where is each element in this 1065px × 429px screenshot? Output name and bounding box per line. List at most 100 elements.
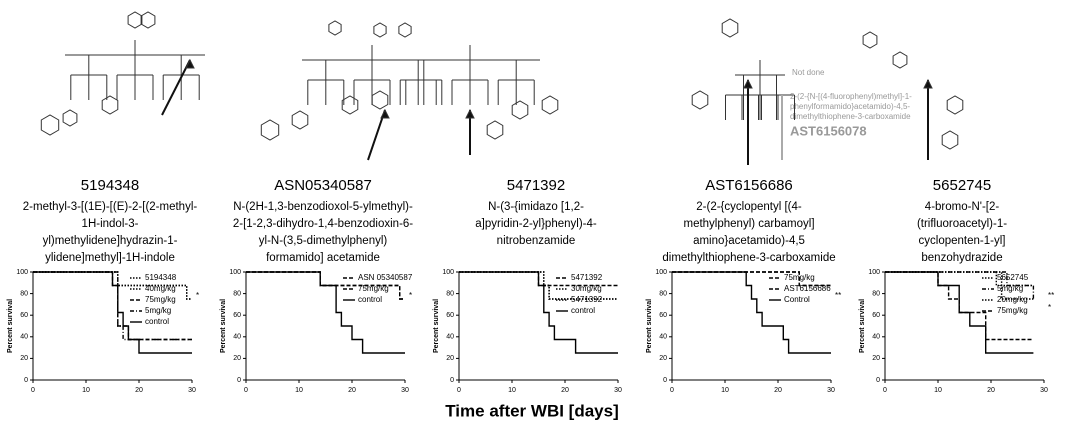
y-axis-title: Percent survival [7, 299, 14, 353]
compound-id: 5194348 [81, 177, 139, 194]
compound-name: yl-N-(3,5-dimethylphenyl) [259, 235, 388, 247]
survival-curve [33, 271, 192, 341]
arrow [161, 59, 191, 116]
arrow-head [923, 78, 933, 89]
not-tested-name: dimethylthiophene-3-carboxamide [790, 112, 911, 121]
y-tick-label: 0 [24, 377, 28, 384]
ring [892, 51, 908, 69]
y-tick-label: 0 [450, 377, 454, 384]
y-axis-title: Percent survival [646, 299, 653, 353]
y-tick-label: 80 [872, 290, 880, 297]
x-tick-label: 30 [1040, 387, 1048, 394]
compound-name: formamido] acetamide [266, 252, 380, 264]
arrow-head [185, 58, 195, 69]
y-tick-label: 40 [446, 334, 454, 341]
ring [101, 95, 119, 115]
x-tick-label: 20 [348, 387, 356, 394]
x-tick-label: 10 [508, 387, 516, 394]
y-tick-label: 40 [659, 334, 667, 341]
ring [691, 90, 709, 110]
arrow-head [380, 108, 390, 119]
survival-curve [885, 271, 1034, 354]
legend-label: control [571, 306, 595, 315]
compound-name: (trifluoroacetyl)-1- [917, 218, 1007, 230]
y-tick-label: 100 [16, 269, 28, 276]
y-axis-title: Percent survival [220, 299, 227, 353]
compound-name: N-(2H-1,3-benzodioxol-5-ylmethyl)- [233, 201, 413, 213]
structures [40, 11, 964, 165]
not-tested-name: phenylformamido}acetamido)-4,5- [790, 102, 910, 111]
ring [373, 22, 387, 38]
legend-label: 75mg/kg [145, 295, 176, 304]
ring [127, 11, 143, 29]
compound-name: 4-bromo-N'-[2- [925, 201, 1000, 213]
x-tick-label: 20 [987, 387, 995, 394]
x-tick-label: 10 [295, 387, 303, 394]
compound-name: amino}acetamido)-4,5 [693, 235, 805, 247]
y-tick-label: 40 [233, 334, 241, 341]
ring [862, 31, 878, 49]
y-tick-label: 60 [20, 312, 28, 319]
x-tick-label: 0 [31, 387, 35, 394]
x-tick-label: 10 [82, 387, 90, 394]
y-tick-label: 20 [659, 355, 667, 362]
survival-curve [459, 271, 618, 354]
significance: ** [835, 291, 841, 300]
y-tick-label: 60 [659, 312, 667, 319]
y-tick-label: 20 [446, 355, 454, 362]
y-tick-label: 100 [229, 269, 241, 276]
y-tick-label: 100 [655, 269, 667, 276]
compound-name: N-(3-{imidazo [1,2- [488, 201, 584, 213]
x-tick-label: 20 [135, 387, 143, 394]
x-tick-label: 0 [244, 387, 248, 394]
ring [946, 95, 964, 115]
ring [941, 130, 959, 150]
legend-label: 5652745 [997, 273, 1029, 282]
not-done-label: Not done [792, 68, 825, 77]
x-tick-label: 10 [934, 387, 942, 394]
significance: * [409, 291, 412, 300]
not-tested-id: AST6156078 [790, 123, 867, 138]
y-tick-label: 60 [233, 312, 241, 319]
legend-label: 5mg/kg [997, 284, 1023, 293]
significance: ** [1048, 291, 1054, 300]
legend-label: 5mg/kg [145, 306, 171, 315]
compound-name: nitrobenzamide [497, 235, 576, 247]
legend-label: 5194348 [145, 273, 177, 282]
x-tick-label: 0 [457, 387, 461, 394]
legend-label: 30mg/kg [571, 284, 602, 293]
y-axis-title: Percent survival [859, 299, 866, 353]
ring [398, 22, 412, 38]
ring [341, 95, 359, 115]
not-tested-name: 2-(2-{N-[(4-fluorophenyl)methyl]-1- [790, 92, 912, 101]
arrow-head [465, 108, 475, 119]
legend-label: AST6156686 [784, 284, 831, 293]
y-tick-label: 0 [663, 377, 667, 384]
legend-label: 75mg/kg [997, 306, 1028, 315]
y-tick-label: 0 [876, 377, 880, 384]
ring [721, 18, 739, 38]
y-tick-label: 80 [659, 290, 667, 297]
legend-label: control [145, 317, 169, 326]
y-tick-label: 40 [872, 334, 880, 341]
survival-curve [33, 271, 192, 300]
x-tick-label: 0 [883, 387, 887, 394]
legend-label: 40mg/kg [145, 284, 176, 293]
x-axis-title: Time after WBI [days] [445, 401, 619, 420]
x-tick-label: 30 [827, 387, 835, 394]
compound-name: benzohydrazide [921, 252, 1002, 264]
ring [260, 119, 280, 141]
compound-name: ylidene]methyl]-1H-indole [45, 252, 175, 264]
ring [511, 100, 529, 120]
y-tick-label: 80 [233, 290, 241, 297]
compound-name: 2-methyl-3-[(1E)-[(E)-2-[(2-methyl- [23, 201, 198, 213]
arrow-head [743, 78, 753, 89]
compound-name: methylphenyl) carbamoyl] [683, 218, 814, 230]
survival-curve [885, 271, 1034, 300]
compound-name: yl)methylidene]hydrazin-1- [43, 235, 178, 247]
legend-label: 5471392 [571, 295, 603, 304]
survival-curve [672, 271, 831, 354]
y-tick-label: 40 [20, 334, 28, 341]
legend-label: 5471392 [571, 273, 603, 282]
